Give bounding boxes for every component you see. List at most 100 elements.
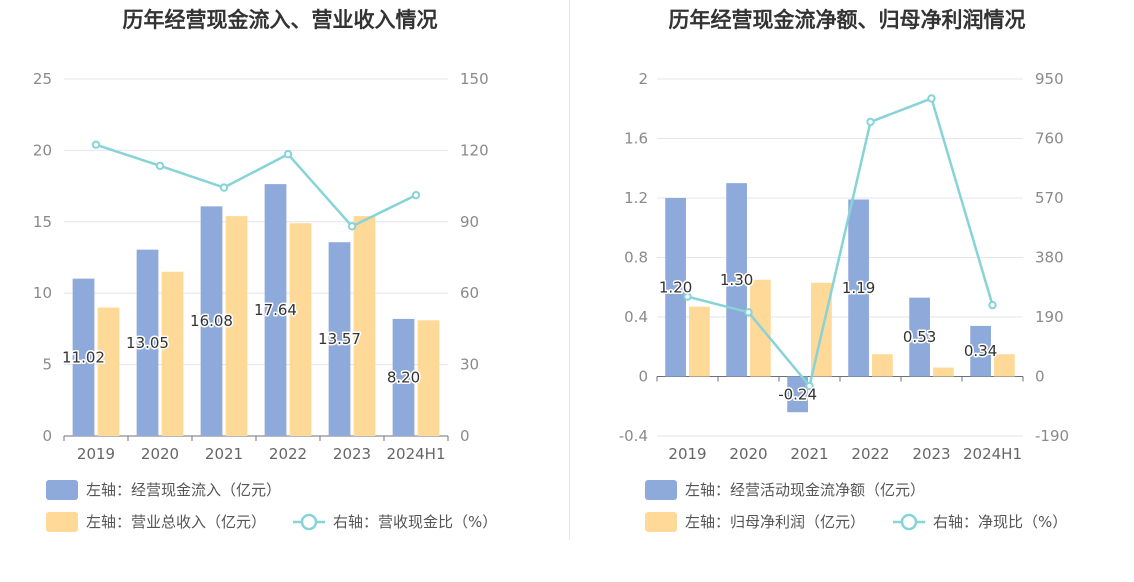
chart-panel-left: 历年经营现金流入、营业收入情况 0 0 5 30 10 60 15 90 20 120 25 150 2…: [33, 8, 497, 532]
bar-secondary: [994, 354, 1015, 377]
legend-swatch: [645, 480, 677, 500]
legend-marker: [900, 513, 918, 531]
bar-primary: [787, 376, 808, 413]
bar-value-label: 1.30: [720, 271, 753, 289]
y-left-tick-label: 2: [638, 70, 648, 88]
y-right-tick-label: 30: [460, 356, 479, 374]
x-tick-label: 2023: [912, 445, 950, 463]
y-right-tick-label: -190: [1035, 427, 1069, 445]
x-tick-label: 2020: [729, 445, 767, 463]
y-right-tick-label: 380: [1035, 249, 1064, 267]
y-right-tick-label: 950: [1035, 70, 1064, 88]
bar-value-label: 8.20: [387, 368, 420, 386]
y-right-tick-label: 570: [1035, 189, 1064, 207]
y-right-tick-label: 90: [460, 213, 479, 231]
x-tick-label: 2020: [141, 445, 179, 463]
x-tick-label: 2019: [668, 445, 706, 463]
y-right-tick-label: 0: [460, 427, 470, 445]
y-left-tick-label: 1.2: [624, 189, 648, 207]
bar-primary: [392, 318, 415, 436]
y-right-tick-label: 0: [1035, 368, 1045, 386]
x-tick-label: 2024H1: [963, 445, 1022, 463]
bar-secondary: [872, 354, 893, 377]
x-tick-label: 2021: [205, 445, 243, 463]
chart-canvas-left: 0 0 5 30 10 60 15 90 20 120 25 150 2019 2020 2021 2022 2…: [33, 70, 497, 532]
y-right-tick-label: 120: [460, 141, 489, 159]
y-left-tick-label: 10: [33, 284, 52, 302]
legend-label: 右轴：营收现金比（%）: [333, 513, 497, 531]
legend-label: 左轴：归母净利润（亿元）: [685, 513, 865, 531]
bar-primary: [136, 249, 159, 436]
legend-swatch: [46, 480, 78, 500]
chart-canvas-right: -0.4 -190 0 0 0.4 190 0.8 380 1.2 570 1.6 760 2 950 20…: [619, 70, 1069, 532]
y-right-tick-label: 60: [460, 284, 479, 302]
y-left-tick-label: 5: [42, 356, 52, 374]
bar-secondary: [353, 216, 376, 436]
bar-value-label: 13.57: [318, 330, 361, 348]
bar-secondary: [933, 367, 954, 377]
y-left-tick-label: 15: [33, 213, 52, 231]
x-tick-label: 2019: [77, 445, 115, 463]
ratio-line: [687, 96, 994, 389]
chart-panel-right: 历年经营现金流净额、归母净利润情况 -0.4 -190 0 0 0.4 190 0.8 380…: [567, 0, 1134, 582]
bar-secondary: [417, 320, 440, 436]
y-right-tick-label: 760: [1035, 130, 1064, 148]
bar-primary: [970, 325, 991, 377]
bar-primary: [848, 199, 869, 377]
y-left-tick-label: 0: [42, 427, 52, 445]
y-left-tick-label: 0.4: [624, 308, 648, 326]
y-left-tick-label: -0.4: [619, 427, 648, 445]
y-left-tick-label: 20: [33, 141, 52, 159]
bar-value-label: 1.20: [659, 278, 692, 296]
ratio-point: [283, 150, 293, 159]
y-left-tick-label: 1.6: [624, 130, 648, 148]
bar-secondary: [97, 307, 120, 436]
bar-value-label: 0.34: [964, 342, 997, 360]
ratio-point: [866, 117, 875, 127]
x-tick-label: 2022: [851, 445, 889, 463]
ratio-point: [927, 94, 936, 103]
bar-secondary: [689, 306, 710, 377]
bar-value-label: 1.19: [842, 279, 875, 297]
bar-primary: [726, 183, 747, 377]
bar-primary: [200, 206, 223, 436]
bar-value-label: 17.64: [254, 301, 297, 319]
bar-primary: [909, 297, 930, 377]
bar-secondary: [225, 216, 248, 436]
chart-title: 历年经营现金流入、营业收入情况: [122, 8, 438, 32]
chart-title: 历年经营现金流净额、归母净利润情况: [668, 8, 1026, 32]
bar-secondary: [161, 271, 184, 436]
bar-primary: [72, 278, 95, 436]
ratio-line: [95, 143, 417, 228]
bar-primary: [264, 184, 287, 436]
legend-label: 右轴：净现比（%）: [933, 513, 1067, 531]
legend-swatch: [645, 512, 677, 532]
legend-label: 左轴：营业总收入（亿元）: [86, 513, 266, 531]
ratio-point: [988, 300, 997, 310]
legend-label: 左轴：经营活动现金流净额（亿元）: [685, 481, 925, 499]
bar-secondary: [289, 223, 312, 436]
bar-value-label: -0.24: [778, 385, 817, 403]
ratio-point: [683, 292, 692, 301]
bar-primary: [665, 198, 686, 377]
y-left-tick-label: 0: [638, 368, 648, 386]
y-right-tick-label: 190: [1035, 308, 1064, 326]
y-left-tick-label: 0.8: [624, 249, 648, 267]
ratio-point: [347, 222, 357, 231]
legend-swatch: [46, 512, 78, 532]
bar-value-label: 0.53: [903, 328, 936, 346]
x-tick-label: 2024H1: [387, 445, 446, 463]
x-tick-label: 2022: [269, 445, 307, 463]
bar-value-label: 11.02: [62, 348, 105, 366]
legend-label: 左轴：经营现金流入（亿元）: [86, 481, 281, 499]
panel-divider: [569, 0, 570, 540]
bar-primary: [328, 242, 351, 436]
ratio-point: [219, 183, 229, 192]
ratio-point: [411, 190, 421, 200]
bar-value-label: 16.08: [190, 312, 233, 330]
legend-marker: [300, 513, 318, 531]
ratio-point: [155, 161, 165, 171]
y-left-tick-label: 25: [33, 70, 52, 88]
ratio-point: [744, 308, 753, 317]
y-right-tick-label: 150: [460, 70, 489, 88]
